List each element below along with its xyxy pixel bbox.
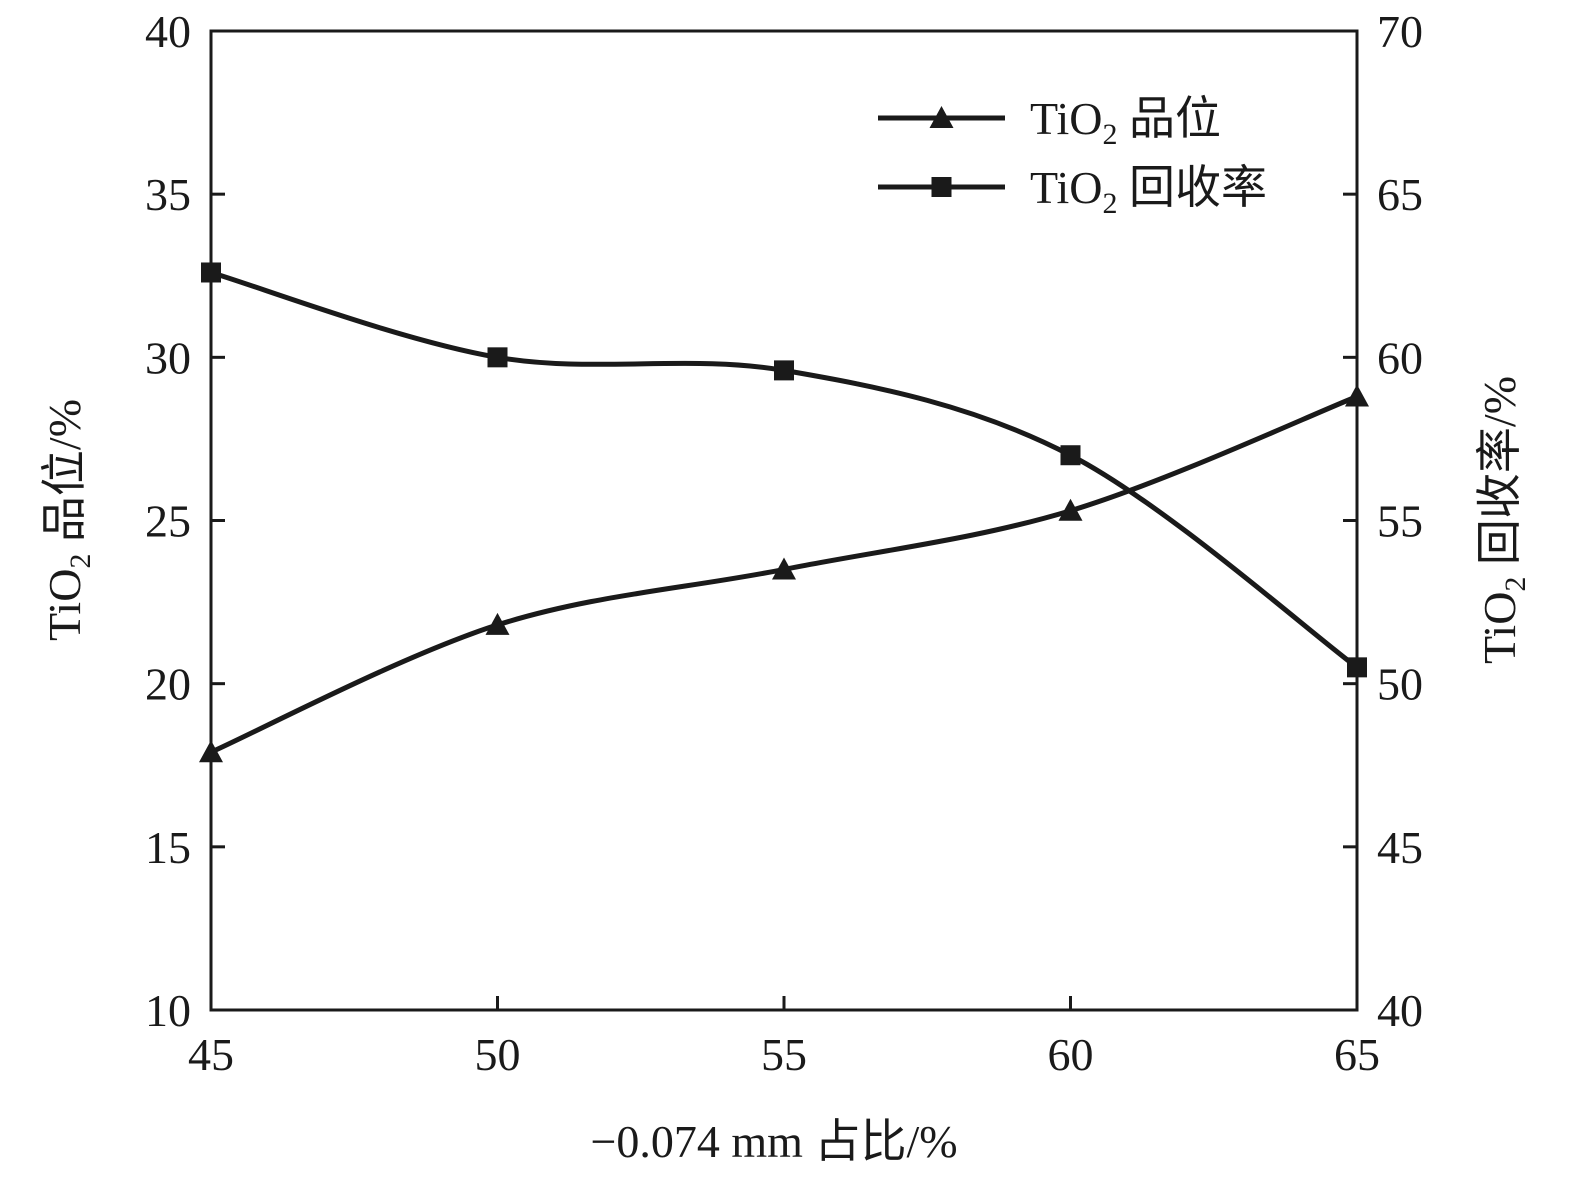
y-right-tick-label: 45 [1377,822,1423,873]
data-point-triangle [1345,384,1369,407]
y-left-tick-label: 40 [145,6,191,57]
data-point-triangle [772,557,796,580]
y-left-tick-label: 20 [145,659,191,710]
data-point-square [487,347,508,368]
series-grade [199,384,1369,763]
x-tick-label: 55 [761,1029,807,1080]
legend-marker-triangle [929,106,954,128]
y-right-tick-label: 50 [1377,659,1423,710]
x-tick-label: 50 [475,1029,521,1080]
x-tick-label: 60 [1048,1029,1094,1080]
y-left-tick-label: 25 [145,496,191,547]
y-right-title-group: TiO2 回收率/% [1474,376,1532,664]
y-right-tick-label: 65 [1377,169,1423,220]
y-left-axis-title: TiO2 品位/% [39,399,97,641]
legend-item: TiO2 品位 [878,93,1221,151]
y-left-title-group: TiO2 品位/% [39,399,97,641]
y-right-axis-title: TiO2 回收率/% [1474,376,1532,664]
data-point-square [1347,657,1367,678]
y-right-tick-label: 60 [1377,332,1423,383]
data-point-square [201,262,221,283]
axis-titles: −0.074 mm 占比/% TiO2 品位/% TiO2 回收率/% [39,376,1532,1167]
x-tick-label: 65 [1334,1029,1380,1080]
y-left-tick-label: 30 [145,332,191,383]
data-point-square [1060,445,1081,466]
data-point-square [774,360,794,381]
series-recovery [201,262,1367,678]
series [199,262,1369,763]
x-tick-label: 45 [188,1029,234,1080]
data-point-triangle [1058,498,1083,521]
legend-marker-square [931,177,952,197]
y-left-tick-label: 10 [145,985,191,1036]
legend-label: TiO2 回收率 [1030,162,1267,220]
legend: TiO2 品位 TiO2 回收率 [878,93,1267,220]
y-left-tick-label: 35 [145,169,191,220]
y-right-tick-label: 70 [1377,6,1423,57]
ticks: 45 50 55 60 65 10 15 20 25 30 35 40 40 45 50 55 60 65 70 [145,6,1423,1080]
legend-item: TiO2 回收率 [878,162,1267,220]
y-right-tick-label: 55 [1377,496,1423,547]
data-point-triangle [199,740,223,763]
x-axis-title: −0.074 mm 占比/% [590,1116,957,1167]
y-left-tick-label: 15 [145,822,191,873]
data-point-triangle [485,612,510,635]
y-right-tick-label: 40 [1377,985,1423,1036]
legend-label: TiO2 品位 [1030,93,1221,151]
